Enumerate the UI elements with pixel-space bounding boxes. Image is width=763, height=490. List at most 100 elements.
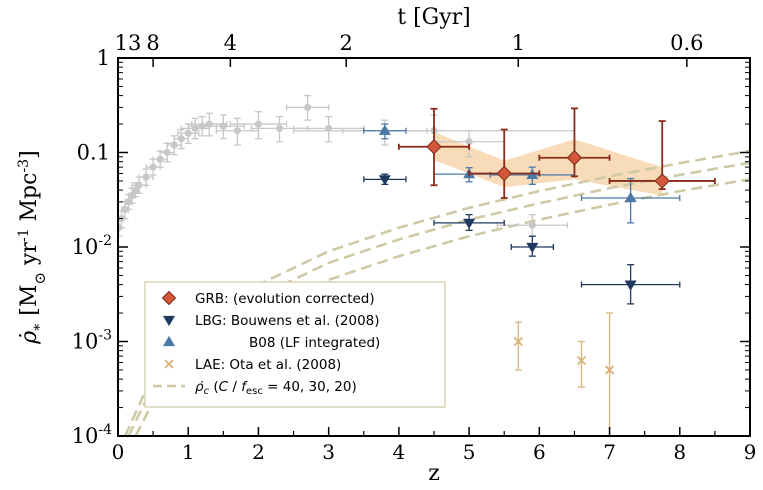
y-axis-label-symbol: ρ̇ [17,331,42,345]
grb-point [566,150,583,166]
lae-point-stroke [576,355,587,366]
legend-critical-c: C [219,379,229,395]
y-tick-label: 10-4 [72,422,112,448]
legend-critical-pre: ( [209,379,219,395]
legend-label-grb: GRB: (evolution corrected) [195,291,375,307]
x-tick-label: 4 [393,440,406,464]
compilation-point [124,198,133,206]
compilation-point [177,135,185,143]
x-tick-label: 6 [533,440,546,464]
top-tick-label: 1 [512,31,525,55]
y-axis-label-symbol-sub: * [32,324,48,331]
legend-marker-grb [161,290,177,306]
lae-point-stroke [513,336,523,347]
lae-point [576,355,587,366]
top-axis-label: t [Gyr] [397,5,471,30]
lae-series [513,312,615,436]
x-tick-label: 2 [252,440,265,464]
x-tick-label: 8 [673,440,686,464]
y-axis-label-yr: yr [17,242,42,272]
lbg-point [526,242,539,254]
legend-critical-sub: c [204,386,210,397]
grb-point [654,173,670,189]
compilation-point [254,120,263,128]
y-tick-label: 0.1 [77,141,110,165]
y-tick-label: 10-2 [72,233,112,259]
x-tick-label: 5 [463,440,476,464]
legend-label-lbg: LBG: Bouwens et al. (2008) [195,313,380,329]
compilation-point [170,141,178,149]
compilation-point [528,221,536,229]
lae-point-stroke [604,365,615,375]
top-tick-label: 2 [340,31,353,55]
y-tick-label-exponent: -2 [98,233,112,249]
legend-critical-symbol: ρ̇ [195,379,204,395]
y-tick-label-base: 0.1 [77,141,110,165]
y-axis-label-bracket-open: [M [17,285,42,316]
y-tick-label-exponent: -3 [98,328,112,344]
compilation-point [163,148,171,157]
legend-label-critical: ρ̇c (C / fesc = 40, 30, 20) [195,379,357,397]
legend-critical-slash: / [228,379,241,395]
lae-point [513,336,523,347]
legend-marker-lbg [162,315,176,327]
top-tick-label: 13 [115,31,142,55]
y-tick-label-base: 1 [97,46,110,70]
b08-point [378,124,391,135]
legend-critical-fsub: esc [246,386,263,397]
compilation-point [275,124,284,132]
compilation-point [135,181,143,189]
legend-marker-b08 [162,335,176,347]
x-tick-label: 3 [322,440,335,464]
legend: GRB: (evolution corrected) LBG: Bouwens e… [144,281,446,408]
grb-point [426,139,442,155]
legend-box [144,281,446,408]
compilation-point [149,163,157,171]
compilation-point [156,155,164,163]
legend-label-b08: B08 (LF integrated) [249,335,380,351]
compilation-point [304,103,312,112]
lbg-point [463,218,476,229]
y-axis-label-bracket-close: ] [17,150,42,159]
top-tick-label: 8 [146,31,159,55]
legend-critical-post: = 40, 30, 20) [263,379,357,395]
y-tick-label-base: 10 [72,235,99,259]
y-axis-label-sun: ⊙ [31,272,49,285]
compilation-point [184,129,192,137]
x-axis-label: z [428,461,440,485]
y-axis-label: ρ̇* [M⊙ yr-1 Mpc-3] [16,150,49,344]
y-tick-label-base: 10 [72,330,99,354]
top-tick-label: 0.6 [670,31,703,55]
legend-label-lae: LAE: Ota et al. (2008) [195,357,341,373]
grb-point [496,165,512,182]
top-tick-label: 4 [224,31,237,55]
lbg-point [624,280,637,291]
y-tick-label-base: 10 [72,424,99,448]
data-points-layer [118,94,716,436]
compilation-point [142,173,150,181]
legend-marker-lae-stroke [164,359,174,369]
x-tick-label: 1 [182,440,195,464]
x-tick-label: 0 [112,440,125,464]
y-axis-label-mpc-exp: -3 [16,159,32,173]
b08-point [624,191,637,203]
x-tick-label: 9 [744,440,757,464]
y-tick-label: 1 [97,46,110,70]
grb-uncertainty-band [434,131,663,196]
compilation-point [233,127,241,135]
grb-band-layer [434,131,663,196]
legend-marker-lae [164,359,174,369]
lae-point [604,365,615,375]
compilation-point [121,205,129,213]
y-axis-label-yr-exp: -1 [16,228,32,242]
y-tick-label-exponent: -4 [98,422,112,438]
grb-series [397,107,716,199]
legend-critical-f: f [241,379,248,395]
lbg-series [363,173,681,305]
y-axis-label-mpc: Mpc [17,173,42,229]
compilation-point [465,138,473,146]
lbg-point [378,175,391,186]
